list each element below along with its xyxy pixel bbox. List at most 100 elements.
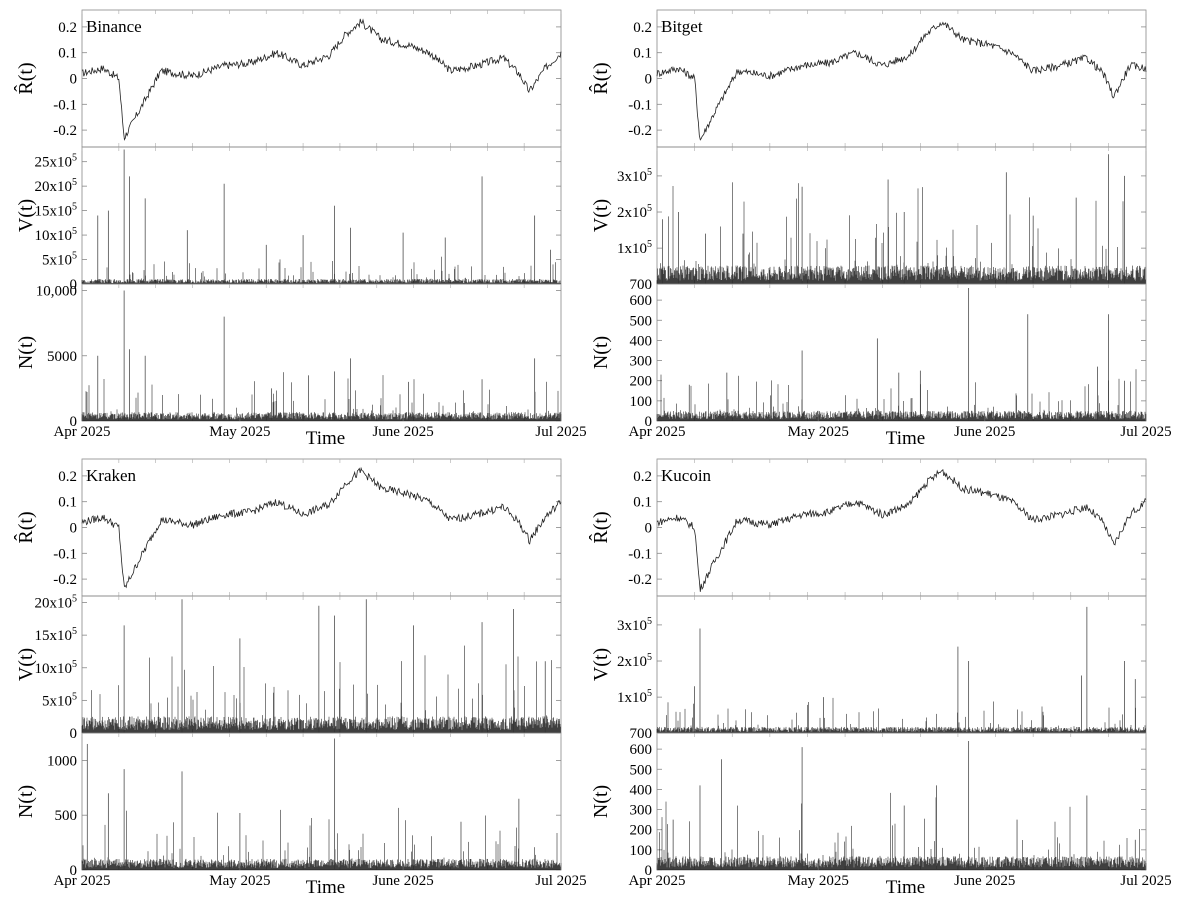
- y-tick-label: 200: [630, 374, 653, 390]
- y-tick-label: 20x105: [35, 594, 78, 612]
- y-axis-label: R̂(t): [13, 62, 37, 94]
- y-tick-label: 0.2: [633, 20, 652, 36]
- y-tick-label: 0.2: [58, 20, 77, 36]
- x-tick-label: Apr 2025: [53, 424, 110, 440]
- y-axis-label: N(t): [590, 336, 612, 369]
- y-tick-label: 300: [630, 803, 653, 819]
- x-axis-label: Time: [886, 428, 925, 449]
- x-tick-label: June 2025: [954, 424, 1015, 440]
- panel-frame: [81, 283, 562, 422]
- y-axis-label: R̂(t): [588, 511, 612, 543]
- panel-frame: [81, 595, 562, 734]
- chart-binance: -0.2 -0.1 0 0.1 0.2 R̂(t) Binance 0 5x105 10x105 1…: [13, 9, 587, 449]
- panel-frame: [656, 283, 1147, 422]
- y-axis-label: V(t): [590, 648, 612, 681]
- y-axis-label: R̂(t): [588, 62, 612, 94]
- y-tick-label: 10x105: [35, 226, 78, 244]
- y-tick-label: 0: [645, 414, 653, 430]
- x-tick-label: Jul 2025: [535, 424, 586, 440]
- y-tick-label: 100: [630, 394, 653, 410]
- panel-volume: 0 5x105 10x105 15x105 20x105 25x105 V(t): [15, 146, 562, 293]
- y-tick-label: 0.2: [633, 469, 652, 485]
- panel-frame: [656, 595, 1147, 734]
- returns-series-line: [81, 466, 562, 589]
- panel-volume: 700 1x105 2x105 3x105 V(t): [590, 595, 1147, 742]
- y-tick-label: -0.1: [628, 97, 652, 113]
- chart-bitget: -0.2 -0.1 0 0.1 0.2 R̂(t) Bitget 700 1x105 2x105 3…: [588, 9, 1172, 449]
- y-tick-label: 2x105: [617, 203, 652, 221]
- y-tick-label: -0.1: [53, 97, 77, 113]
- returns-series-line: [81, 18, 562, 141]
- activity-bars: [656, 697, 1146, 733]
- y-tick-label: 0: [70, 726, 78, 742]
- y-tick-label: 10x105: [35, 659, 78, 677]
- returns-series-line: [656, 469, 1147, 592]
- y-tick-label: 700: [630, 277, 653, 293]
- x-axis-label: Time: [306, 428, 345, 449]
- chart-kraken: -0.2 -0.1 0 0.1 0.2 R̂(t) Kraken 0 5x105 10x105 15…: [13, 458, 587, 898]
- y-tick-label: 0: [70, 414, 78, 430]
- x-tick-label: May 2025: [788, 424, 849, 440]
- panel-frame: [81, 458, 562, 597]
- y-tick-label: 0: [645, 521, 653, 537]
- panel-frame: [81, 146, 562, 285]
- y-tick-label: 2x105: [617, 652, 652, 670]
- panel-trades: 0 100 200 300 400 500 600 N(t) Apr 2025 May 2025 J…: [590, 732, 1172, 898]
- y-tick-label: 0.1: [58, 46, 77, 62]
- y-tick-label: 1x105: [617, 239, 652, 257]
- y-axis-label: V(t): [15, 199, 37, 232]
- activity-bars: [81, 372, 561, 421]
- x-tick-label: Apr 2025: [628, 424, 685, 440]
- exchange-title: Kraken: [86, 466, 137, 485]
- y-tick-label: 10,000: [36, 284, 77, 300]
- x-tick-label: Jul 2025: [1120, 424, 1171, 440]
- y-axis-label: N(t): [590, 785, 612, 818]
- panel-returns: -0.2 -0.1 0 0.1 0.2 R̂(t) Bitget: [588, 9, 1147, 148]
- y-tick-label: 15x105: [35, 626, 78, 644]
- panel-trades: 0 100 200 300 400 500 600 N(t) Apr 2025 May 2025 J…: [590, 283, 1172, 449]
- y-tick-label: 400: [630, 333, 653, 349]
- y-tick-label: -0.2: [53, 123, 77, 139]
- y-axis-label: V(t): [590, 199, 612, 232]
- activity-bars: [656, 182, 1146, 284]
- x-tick-label: May 2025: [209, 873, 270, 889]
- y-tick-label: 0.1: [633, 46, 652, 62]
- y-tick-label: 25x105: [35, 153, 78, 171]
- y-tick-label: 0.2: [58, 469, 77, 485]
- y-tick-label: 500: [630, 313, 653, 329]
- x-tick-label: May 2025: [788, 873, 849, 889]
- returns-series-line: [656, 21, 1147, 141]
- x-tick-label: Apr 2025: [628, 873, 685, 889]
- y-tick-label: 600: [630, 293, 653, 309]
- y-tick-label: 0: [70, 863, 78, 879]
- panel-frame: [656, 458, 1147, 597]
- x-tick-label: June 2025: [372, 424, 433, 440]
- y-tick-label: 5x105: [42, 691, 77, 709]
- y-tick-label: -0.2: [53, 572, 77, 588]
- y-tick-label: 0: [70, 521, 78, 537]
- panel-frame: [656, 146, 1147, 285]
- exchange-title: Bitget: [661, 17, 703, 36]
- y-tick-label: 0.1: [58, 495, 77, 511]
- activity-bars: [81, 807, 561, 870]
- panel-frame: [656, 9, 1147, 148]
- panel-volume: 0 5x105 10x105 15x105 20x105 V(t): [15, 594, 562, 742]
- activity-bars: [81, 256, 561, 284]
- y-tick-label: 1000: [47, 753, 77, 769]
- y-tick-label: 3x105: [617, 167, 652, 185]
- y-tick-label: -0.2: [628, 572, 652, 588]
- exchange-title: Kucoin: [661, 466, 712, 485]
- y-tick-label: 0: [70, 72, 78, 88]
- y-tick-label: 700: [630, 726, 653, 742]
- y-tick-label: 300: [630, 354, 653, 370]
- x-axis-label: Time: [306, 877, 345, 898]
- y-tick-label: 200: [630, 823, 653, 839]
- y-tick-label: 5000: [47, 349, 77, 365]
- y-axis-label: R̂(t): [13, 511, 37, 543]
- y-tick-label: 500: [55, 808, 78, 824]
- y-tick-label: 1x105: [617, 688, 652, 706]
- x-tick-label: June 2025: [954, 873, 1015, 889]
- y-axis-label: V(t): [15, 648, 37, 681]
- y-tick-label: -0.1: [53, 546, 77, 562]
- panel-trades: 0 5000 10,000 N(t) Apr 2025 May 2025 June 2025…: [15, 284, 587, 449]
